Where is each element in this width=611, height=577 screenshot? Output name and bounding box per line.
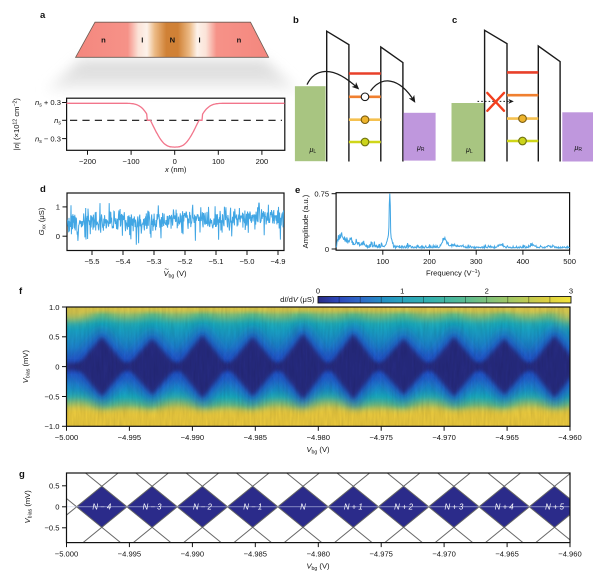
svg-text:Vbg (V): Vbg (V) (306, 561, 330, 572)
svg-text:N + 5: N + 5 (545, 502, 565, 511)
svg-text:1: 1 (400, 287, 404, 296)
svg-text:Vbg (V): Vbg (V) (306, 445, 330, 456)
svg-text:−4.965: −4.965 (495, 433, 518, 442)
svg-text:−0.5: −0.5 (45, 524, 60, 533)
svg-text:200: 200 (423, 257, 436, 266)
svg-text:μL: μL (309, 147, 317, 155)
svg-text:−200: −200 (79, 157, 96, 166)
svg-text:~: ~ (164, 264, 169, 273)
svg-text:x (nm): x (nm) (164, 165, 187, 174)
svg-text:300: 300 (470, 257, 483, 266)
svg-text:−5.3: −5.3 (147, 257, 162, 266)
svg-text:−4.980: −4.980 (307, 433, 330, 442)
svg-text:N + 3: N + 3 (444, 502, 464, 511)
svg-text:500: 500 (563, 257, 576, 266)
svg-text:3: 3 (569, 287, 573, 296)
svg-text:−4.965: −4.965 (495, 549, 518, 558)
svg-text:0: 0 (56, 232, 60, 241)
svg-text:n: n (101, 36, 106, 45)
svg-text:N − 3: N − 3 (143, 502, 163, 511)
svg-text:N − 2: N − 2 (193, 502, 213, 511)
svg-text:N + 4: N + 4 (495, 502, 515, 511)
svg-text:−4.975: −4.975 (369, 433, 392, 442)
svg-text:100: 100 (376, 257, 389, 266)
svg-text:1: 1 (56, 203, 60, 212)
svg-text:dI/dV (μS): dI/dV (μS) (280, 295, 315, 304)
svg-text:−4.960: −4.960 (558, 433, 581, 442)
svg-text:e: e (295, 185, 300, 196)
svg-text:ns + 0.3: ns + 0.3 (35, 98, 61, 109)
svg-text:−5.2: −5.2 (178, 257, 193, 266)
svg-text:Amplitude (a.u.): Amplitude (a.u.) (301, 194, 310, 248)
svg-text:b: b (293, 15, 299, 26)
svg-text:N − 4: N − 4 (92, 502, 112, 511)
svg-text:400: 400 (517, 257, 530, 266)
svg-text:Vbias (mV): Vbias (mV) (21, 350, 32, 384)
svg-text:0.5: 0.5 (49, 482, 60, 491)
svg-text:I: I (198, 36, 200, 45)
svg-text:ns: ns (54, 116, 61, 127)
svg-text:Vbias (mV): Vbias (mV) (23, 490, 34, 524)
svg-text:100: 100 (212, 157, 225, 166)
svg-text:−100: −100 (123, 157, 140, 166)
svg-text:−1.0: −1.0 (45, 422, 60, 431)
svg-text:Gxx (μS): Gxx (μS) (37, 207, 48, 235)
svg-text:−5.4: −5.4 (116, 257, 131, 266)
svg-text:0.75: 0.75 (314, 190, 329, 199)
svg-text:μR: μR (416, 145, 425, 153)
svg-text:N − 1: N − 1 (243, 502, 262, 511)
svg-text:0: 0 (55, 362, 59, 371)
svg-text:200: 200 (256, 157, 269, 166)
svg-text:−4.9: −4.9 (271, 257, 286, 266)
svg-text:N: N (170, 36, 175, 45)
svg-text:N + 2: N + 2 (394, 502, 414, 511)
svg-text:−4.990: −4.990 (181, 433, 204, 442)
svg-text:f: f (19, 286, 23, 297)
svg-text:−4.970: −4.970 (432, 549, 455, 558)
svg-text:0: 0 (316, 287, 320, 296)
svg-text:−4.975: −4.975 (369, 549, 392, 558)
svg-text:0: 0 (55, 503, 59, 512)
svg-text:−4.980: −4.980 (307, 549, 330, 558)
svg-text:μR: μR (574, 145, 583, 153)
svg-text:1.0: 1.0 (49, 303, 60, 312)
svg-text:0.5: 0.5 (49, 333, 60, 342)
svg-text:−4.970: −4.970 (432, 433, 455, 442)
svg-text:|n| (×1012 cm−2): |n| (×1012 cm−2) (12, 98, 21, 151)
svg-text:−5.0: −5.0 (240, 257, 255, 266)
svg-text:n: n (237, 36, 242, 45)
svg-text:2: 2 (485, 287, 489, 296)
svg-text:I: I (141, 36, 143, 45)
svg-text:−5.1: −5.1 (209, 257, 224, 266)
svg-text:−0.5: −0.5 (45, 392, 60, 401)
svg-text:c: c (452, 15, 457, 26)
svg-text:N + 1: N + 1 (344, 502, 363, 511)
svg-text:Frequency (V−1): Frequency (V−1) (426, 269, 481, 278)
svg-text:N: N (300, 502, 306, 511)
svg-text:0: 0 (173, 157, 177, 166)
svg-text:μL: μL (465, 147, 473, 155)
svg-text:ns − 0.3: ns − 0.3 (35, 134, 61, 145)
svg-text:−4.990: −4.990 (181, 549, 204, 558)
svg-text:−4.995: −4.995 (118, 433, 141, 442)
svg-text:Vbg (V): Vbg (V) (163, 269, 187, 280)
svg-text:−4.985: −4.985 (244, 549, 267, 558)
svg-text:−5.000: −5.000 (55, 549, 78, 558)
svg-text:d: d (40, 184, 46, 195)
svg-text:−5.5: −5.5 (85, 257, 100, 266)
svg-text:−5.000: −5.000 (55, 433, 78, 442)
svg-text:−4.995: −4.995 (118, 549, 141, 558)
svg-text:−4.960: −4.960 (558, 549, 581, 558)
svg-text:g: g (19, 469, 25, 480)
svg-text:a: a (40, 10, 46, 21)
svg-text:0: 0 (325, 245, 329, 254)
svg-text:−4.985: −4.985 (244, 433, 267, 442)
